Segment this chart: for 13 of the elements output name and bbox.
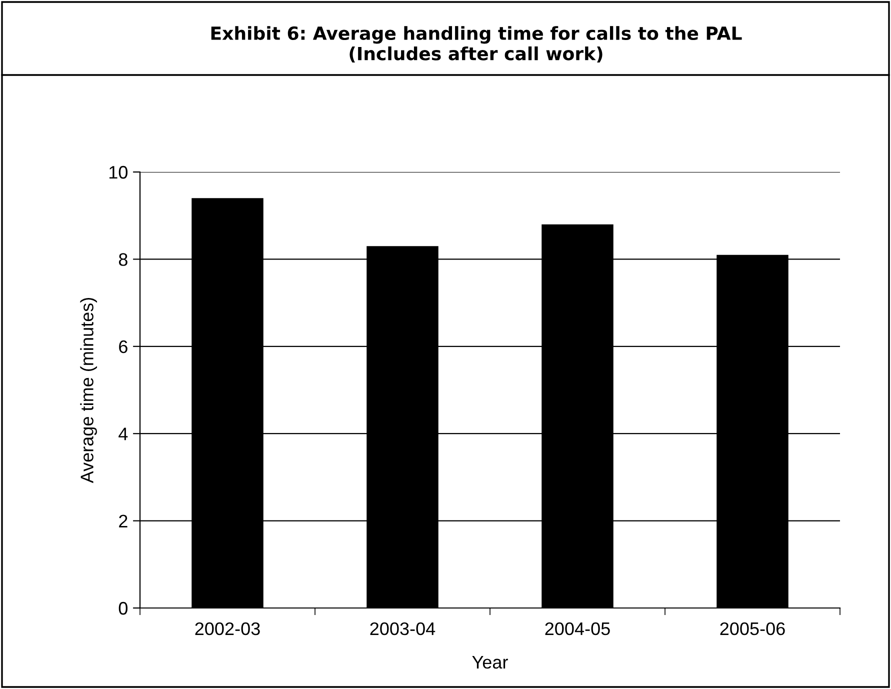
y-tick-label: 10 — [109, 166, 128, 179]
y-tick-label: 0 — [118, 602, 128, 615]
y-tick-label: 6 — [119, 340, 128, 354]
y-axis-title: Average time (minutes) — [80, 298, 97, 484]
chart-title: Exhibit 6: Average handling time for calls to the PAL (Includes after call work) — [211, 26, 742, 63]
y-tick-label: 2 — [119, 514, 128, 528]
x-tick-label: 2002-03 — [195, 622, 260, 636]
x-tick-label: 2003-04 — [370, 622, 436, 636]
x-tick-label: 2004-05 — [545, 622, 610, 636]
y-tick-label: 8 — [118, 253, 128, 266]
x-tick-label: 2005-06 — [720, 622, 785, 636]
x-axis-title: Year — [472, 656, 508, 669]
y-tick-label: 4 — [118, 428, 128, 440]
